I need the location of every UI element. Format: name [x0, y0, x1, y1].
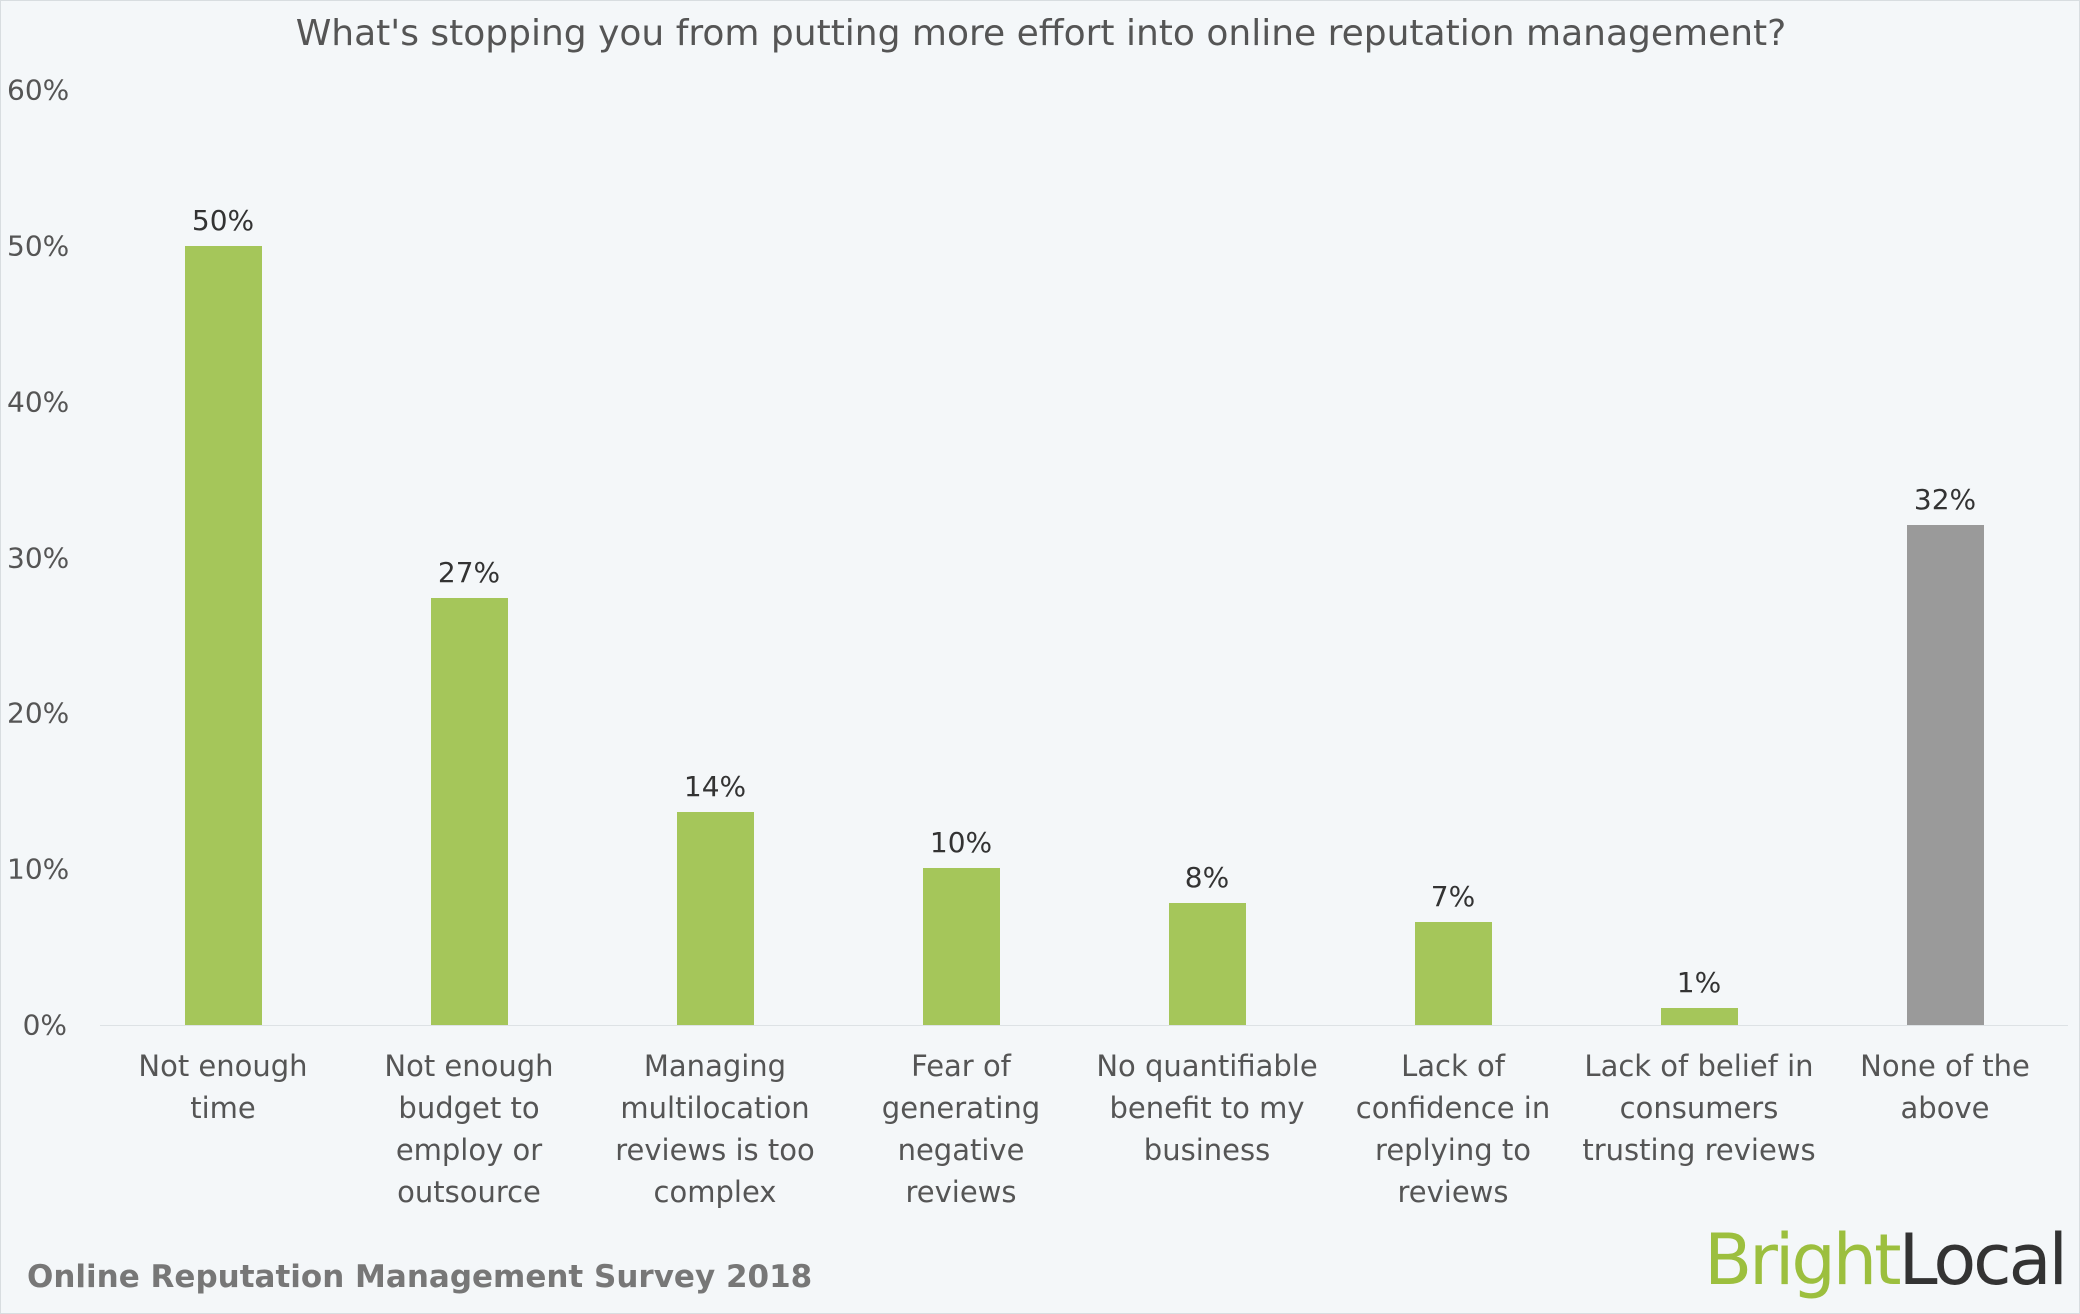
x-tick-label: Lack of confidence in replying to review…	[1355, 1049, 1551, 1209]
footer: Online Reputation Management Survey 2018	[27, 1259, 813, 1295]
data-label: 10%	[929, 825, 993, 859]
x-tick-label: None of the above	[1860, 1049, 2030, 1125]
bar	[1168, 903, 1246, 1025]
data-label: 14%	[683, 769, 747, 803]
y-tick-label: 60%	[7, 73, 70, 107]
y-tick-label: 20%	[7, 696, 70, 730]
x-tick-label: No quantifiable benefit to my business	[1096, 1049, 1318, 1167]
y-tick-label: 0%	[22, 1008, 67, 1042]
bar	[1414, 922, 1492, 1025]
logo-text: Local	[1898, 1219, 2068, 1301]
baseline	[100, 1025, 2068, 1026]
data-label: 7%	[1430, 880, 1476, 914]
bar	[184, 245, 262, 1025]
x-tick-label: Fear of generating negative reviews	[881, 1049, 1041, 1209]
logo: BrightLocal	[1704, 1219, 2068, 1301]
data-label: 50%	[191, 203, 255, 237]
y-tick-label: 10%	[7, 852, 70, 886]
bar	[1906, 524, 1984, 1025]
bar	[430, 598, 508, 1025]
chart-title: What's stopping you from putting more ef…	[295, 13, 1787, 54]
data-label: 8%	[1184, 861, 1230, 895]
x-tick-label: Lack of belief in consumers trusting rev…	[1582, 1049, 1816, 1167]
x-tick-label: Managing multilocation reviews is too co…	[615, 1049, 815, 1209]
bar	[922, 867, 1000, 1025]
data-label: 27%	[437, 556, 501, 590]
logo-text: Bright	[1704, 1219, 1901, 1301]
data-label: 32%	[1913, 482, 1977, 516]
x-tick-label: Not enough time	[138, 1049, 308, 1125]
y-tick-label: 30%	[7, 541, 70, 574]
y-tick-label: 50%	[7, 229, 70, 263]
x-tick-label: Not enough budget to employ or outsource	[384, 1049, 554, 1209]
bar	[1660, 1007, 1738, 1025]
data-label: 1%	[1676, 965, 1722, 999]
y-tick-label: 40%	[7, 385, 70, 419]
bar	[676, 811, 754, 1025]
